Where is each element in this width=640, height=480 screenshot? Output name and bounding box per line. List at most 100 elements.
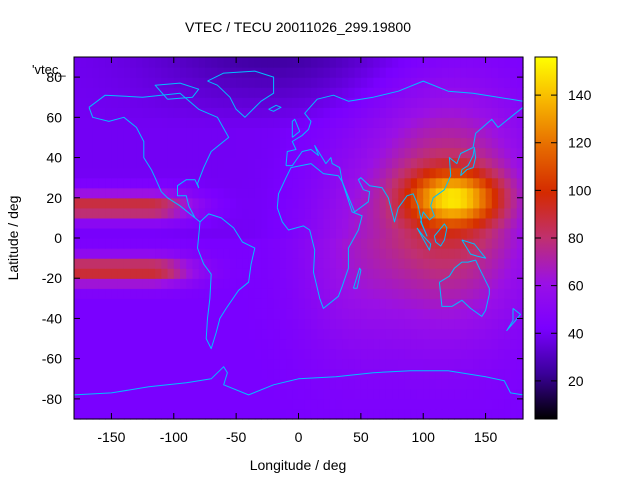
heatmap-cell <box>117 388 125 400</box>
heatmap-cell <box>404 288 412 299</box>
heatmap-cell <box>348 338 356 350</box>
heatmap-cell <box>86 137 94 149</box>
heatmap-cell <box>429 57 437 68</box>
heatmap-cell <box>242 308 250 320</box>
heatmap-cell <box>292 97 300 108</box>
heatmap-cell <box>367 258 374 269</box>
heatmap-cell <box>310 408 318 420</box>
heatmap-cell <box>80 107 88 118</box>
heatmap-cell <box>373 368 381 380</box>
heatmap-cell <box>211 107 219 118</box>
heatmap-cell <box>317 87 325 98</box>
heatmap-cell <box>254 328 262 340</box>
heatmap-cell <box>286 217 293 229</box>
heatmap-cell <box>123 167 131 179</box>
heatmap-cell <box>348 157 356 169</box>
heatmap-cell <box>161 388 169 400</box>
heatmap-cell <box>310 227 318 239</box>
heatmap-cell <box>360 238 368 249</box>
heatmap-cell <box>392 97 399 108</box>
heatmap-cell <box>130 167 137 179</box>
heatmap-cell <box>416 157 424 169</box>
heatmap-cell <box>279 378 287 390</box>
heatmap-cell <box>173 318 181 330</box>
heatmap-cell <box>111 358 119 370</box>
heatmap-cell <box>92 398 100 410</box>
heatmap-cell <box>186 408 194 420</box>
heatmap-cell <box>448 368 456 380</box>
heatmap-cell <box>123 398 131 410</box>
heatmap-cell <box>510 268 518 279</box>
heatmap-cell <box>155 378 162 390</box>
heatmap-cell <box>335 298 343 309</box>
heatmap-cell <box>335 368 343 380</box>
heatmap-cell <box>342 177 349 189</box>
heatmap-cell <box>416 328 424 340</box>
heatmap-cell <box>186 57 194 68</box>
heatmap-cell <box>416 298 424 309</box>
heatmap-cell <box>448 187 456 199</box>
heatmap-cell <box>92 107 100 118</box>
heatmap-cell <box>392 137 399 149</box>
heatmap-cell <box>473 227 480 239</box>
heatmap-cell <box>236 187 243 199</box>
heatmap-cell <box>286 137 293 149</box>
heatmap-cell <box>286 318 293 330</box>
heatmap-cell <box>142 248 150 259</box>
heatmap-cell <box>298 288 306 299</box>
heatmap-cell <box>155 107 162 118</box>
heatmap-cell <box>267 258 275 269</box>
heatmap-cell <box>223 137 231 149</box>
heatmap-cell <box>236 207 243 219</box>
heatmap-cell <box>404 107 412 118</box>
heatmap-cell <box>479 288 487 299</box>
heatmap-cell <box>354 157 362 169</box>
heatmap-cell <box>379 348 387 360</box>
heatmap-cell <box>204 67 212 78</box>
heatmap-cell <box>80 227 88 239</box>
heatmap-cell <box>111 97 119 108</box>
heatmap-cell <box>367 137 374 149</box>
heatmap-cell <box>286 358 293 370</box>
heatmap-cell <box>204 268 212 279</box>
heatmap-cell <box>105 378 113 390</box>
heatmap-cell <box>398 167 406 179</box>
heatmap-cell <box>454 288 462 299</box>
heatmap-cell <box>441 167 449 179</box>
heatmap-cell <box>423 117 431 128</box>
heatmap-cell <box>429 358 437 370</box>
heatmap-cell <box>204 288 212 299</box>
heatmap-cell <box>248 278 256 289</box>
heatmap-cell <box>510 207 518 219</box>
heatmap-cell <box>236 127 243 139</box>
heatmap-cell <box>410 278 418 289</box>
heatmap-cell <box>298 187 306 199</box>
heatmap-cell <box>317 388 325 400</box>
heatmap-cell <box>211 318 219 330</box>
heatmap-cell <box>111 278 119 289</box>
heatmap-cell <box>161 318 169 330</box>
heatmap-cell <box>117 328 125 340</box>
heatmap-cell <box>354 137 362 149</box>
heatmap-cell <box>142 368 150 380</box>
heatmap-cell <box>510 107 518 118</box>
x-tick-label: 50 <box>353 429 369 445</box>
heatmap-cell <box>323 117 331 128</box>
heatmap-cell <box>367 278 374 289</box>
heatmap-cell <box>485 57 493 68</box>
heatmap-cell <box>498 288 505 299</box>
heatmap-cell <box>267 308 275 320</box>
heatmap-cell <box>404 197 412 209</box>
heatmap-cell <box>261 278 268 289</box>
heatmap-cell <box>460 117 468 128</box>
heatmap-cell <box>348 137 356 149</box>
heatmap-cell <box>298 177 306 189</box>
heatmap-cell <box>429 137 437 149</box>
heatmap-cell <box>211 328 219 340</box>
heatmap-cell <box>123 258 131 269</box>
heatmap-cell <box>335 97 343 108</box>
heatmap-cell <box>479 117 487 128</box>
heatmap-cell <box>385 177 393 189</box>
heatmap-cell <box>404 187 412 199</box>
heatmap-cell <box>504 288 512 299</box>
